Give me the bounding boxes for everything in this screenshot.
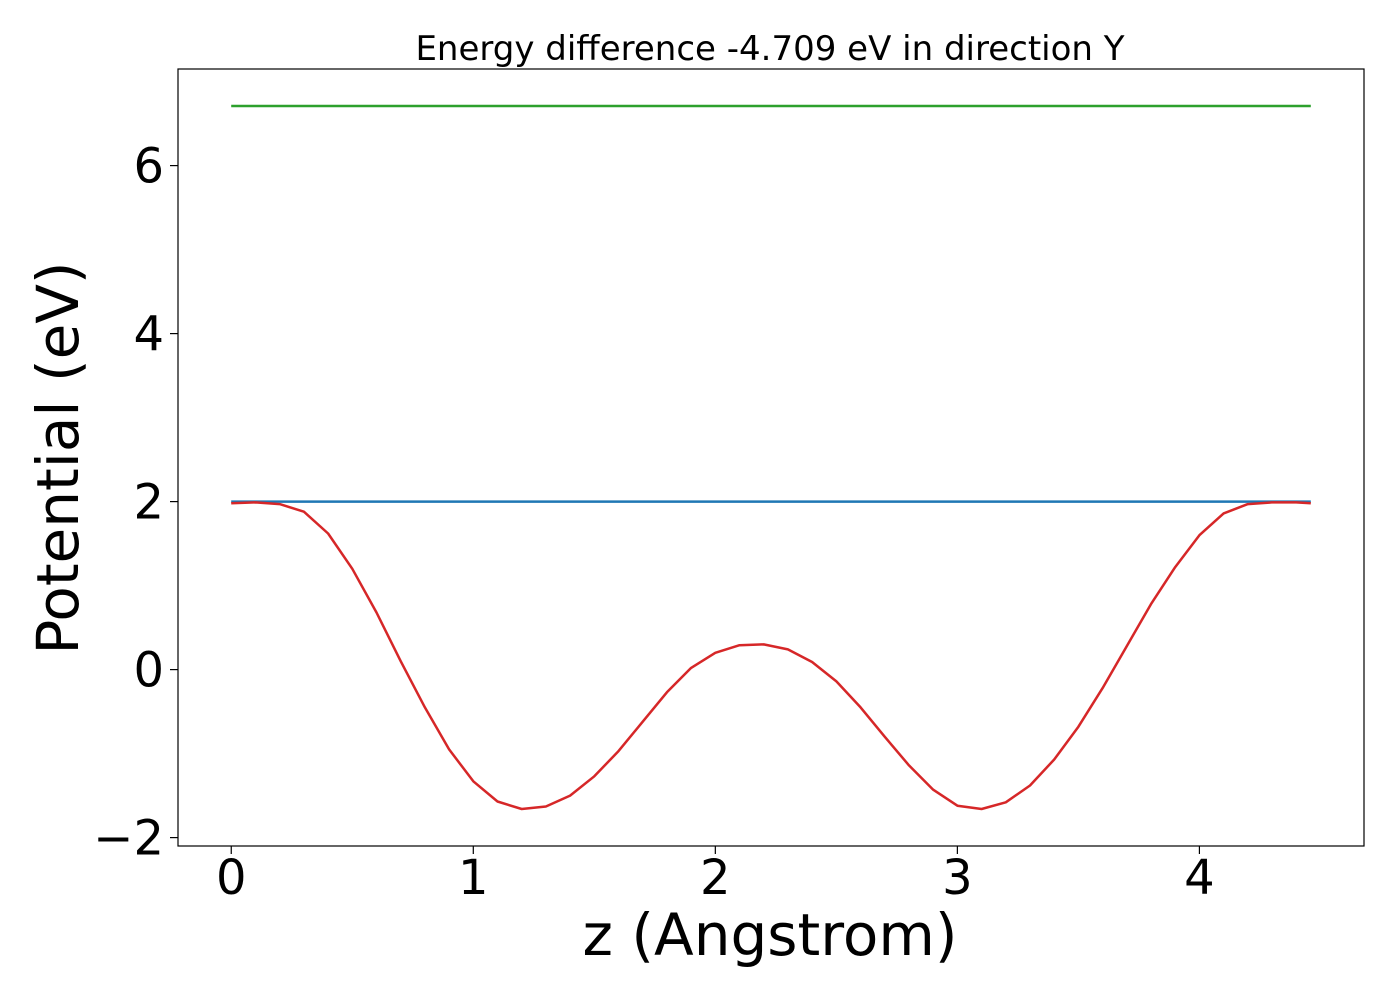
y-tick-label: 6: [133, 139, 164, 195]
y-tick-label: 0: [133, 643, 164, 699]
y-axis-ticks: −2 0 2 4 6: [93, 139, 178, 867]
x-axis-ticks: 0 1 2 3 4: [216, 846, 1215, 906]
chart-title: Energy difference -4.709 eV in direction…: [415, 29, 1124, 69]
series-line-2: [231, 501, 1311, 811]
x-tick-label: 3: [942, 850, 973, 906]
y-tick-label: 2: [133, 475, 164, 531]
y-axis-label: Potential (eV): [24, 261, 92, 654]
x-axis-label: z (Angstrom): [583, 901, 958, 969]
y-tick-label: −2: [93, 811, 164, 867]
x-tick-label: 0: [216, 850, 247, 906]
y-tick-label: 4: [133, 307, 164, 363]
x-tick-label: 4: [1184, 850, 1215, 906]
x-tick-label: 2: [700, 850, 731, 906]
plot-frame: [177, 68, 1365, 847]
x-tick-label: 1: [458, 850, 489, 906]
plot-lines: [231, 104, 1311, 811]
